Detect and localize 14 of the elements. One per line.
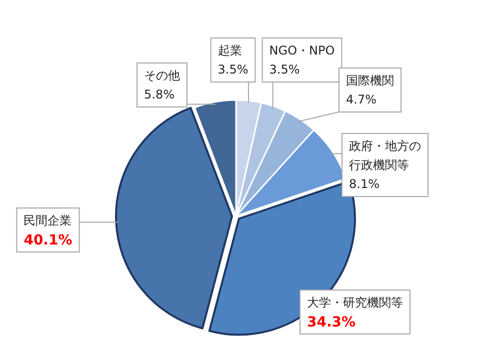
slice-label: NGO・NPO: [269, 44, 335, 58]
slice-label: その他: [144, 68, 180, 82]
slice-label: 大学・研究機関等: [307, 296, 403, 310]
data-label: 8.1%: [349, 177, 380, 191]
data-label: 3.5%: [269, 62, 300, 76]
slice-label: 政府・地方の行政機関等: [349, 139, 421, 172]
data-label: 40.1%: [24, 232, 72, 248]
slice-label: 起業: [218, 44, 242, 58]
slice-label: 民間企業: [24, 214, 72, 228]
data-label: 3.5%: [218, 62, 248, 76]
data-label: 5.8%: [144, 88, 174, 102]
data-label: 34.3%: [307, 314, 356, 330]
data-label: 4.7%: [346, 92, 376, 106]
slice-label: 国際機関: [346, 74, 394, 88]
